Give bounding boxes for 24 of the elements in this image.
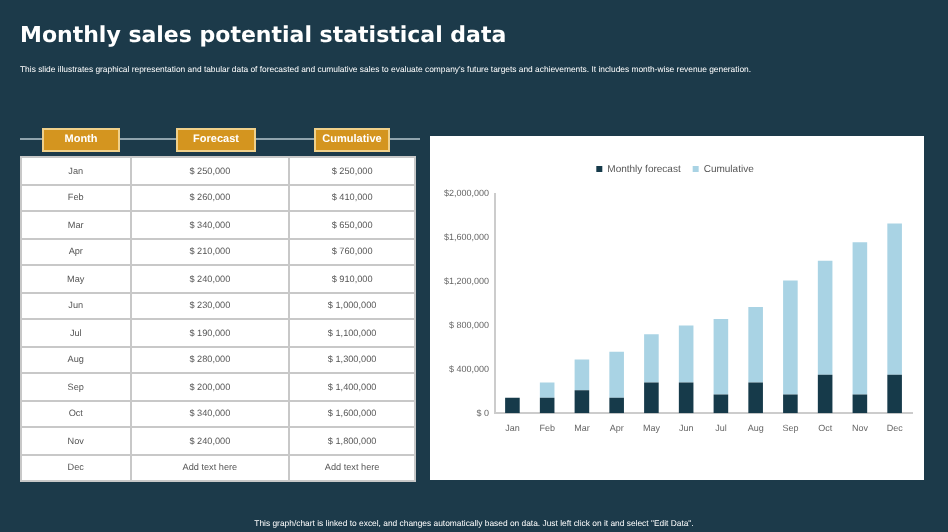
bar: [817, 374, 833, 414]
bar: [539, 397, 555, 414]
bar: [574, 359, 590, 391]
bar: [887, 374, 902, 414]
bar: [852, 394, 868, 414]
bar: [887, 223, 902, 375]
bar: [783, 394, 798, 414]
bar: [644, 382, 659, 414]
bar: [713, 318, 729, 395]
bar: [748, 306, 763, 383]
bar: [748, 382, 763, 414]
bar: [609, 397, 624, 414]
bar: [644, 334, 659, 383]
bar: [505, 397, 520, 414]
bar: [678, 325, 694, 383]
bar: [678, 382, 694, 414]
bar: [783, 280, 798, 395]
bar: [817, 260, 833, 375]
bar: [852, 242, 868, 395]
bar: [609, 351, 624, 398]
bar: [539, 382, 555, 398]
text: Monthly sales potential statistical data: [20, 22, 507, 48]
bar: [574, 390, 590, 414]
bar: [713, 394, 729, 414]
